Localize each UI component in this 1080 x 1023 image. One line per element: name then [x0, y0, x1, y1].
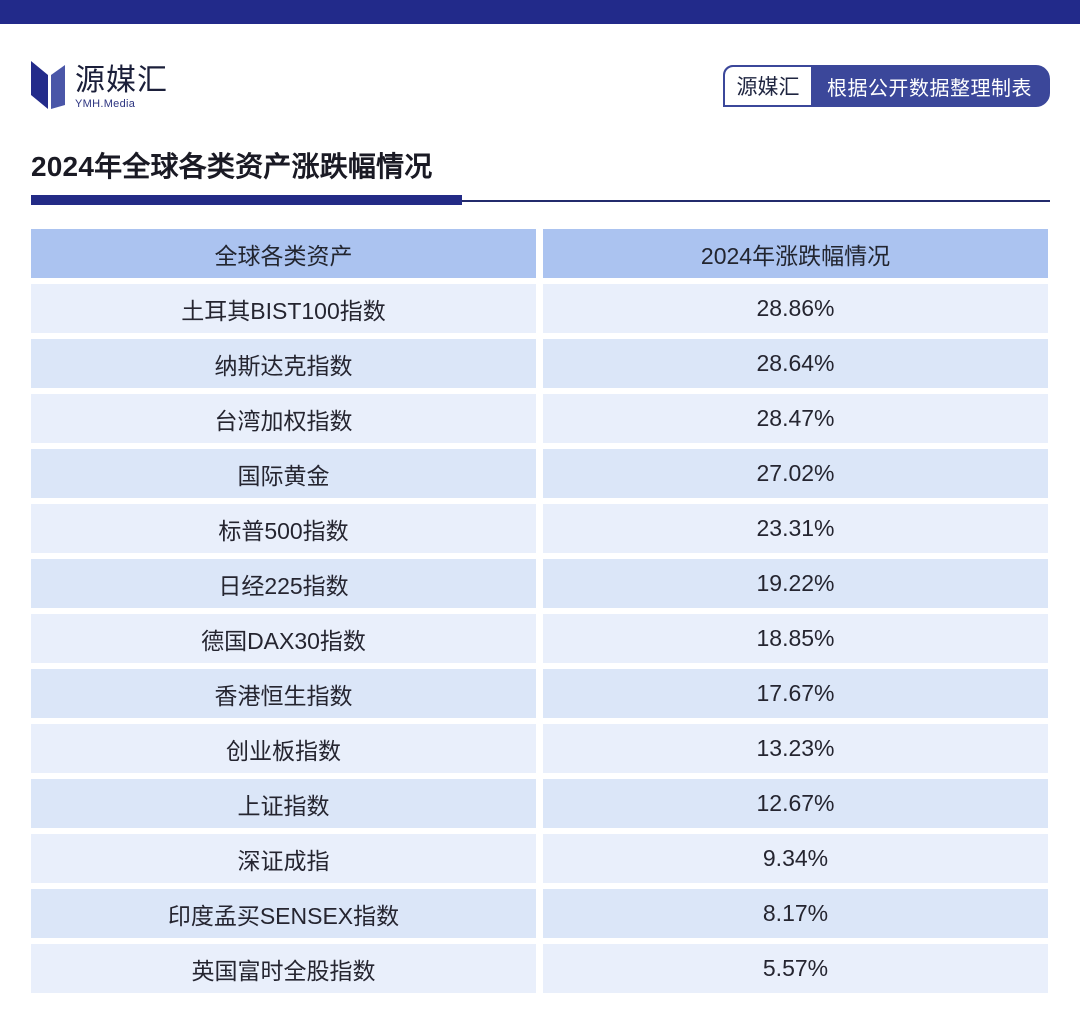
- change-cell: 8.17%: [543, 889, 1048, 938]
- table-row: 标普500指数 23.31%: [31, 504, 1049, 553]
- change-cell: 9.34%: [543, 834, 1048, 883]
- table-row: 土耳其BIST100指数 28.86%: [31, 284, 1049, 333]
- change-cell: 19.22%: [543, 559, 1048, 608]
- table-row: 台湾加权指数 28.47%: [31, 394, 1049, 443]
- change-cell: 18.85%: [543, 614, 1048, 663]
- change-cell: 5.57%: [543, 944, 1048, 993]
- change-cell: 23.31%: [543, 504, 1048, 553]
- table-row: 创业板指数 13.23%: [31, 724, 1049, 773]
- asset-cell: 纳斯达克指数: [31, 339, 536, 388]
- asset-cell: 印度孟买SENSEX指数: [31, 889, 536, 938]
- column-header-asset: 全球各类资产: [31, 229, 536, 278]
- page-title: 2024年全球各类资产涨跌幅情况: [31, 151, 433, 182]
- change-cell: 13.23%: [543, 724, 1048, 773]
- asset-cell: 香港恒生指数: [31, 669, 536, 718]
- column-header-change: 2024年涨跌幅情况: [543, 229, 1048, 278]
- source-badge-brand: 源媒汇: [725, 67, 811, 105]
- source-badge: 源媒汇 根据公开数据整理制表: [723, 65, 1050, 107]
- asset-cell: 标普500指数: [31, 504, 536, 553]
- table-row: 印度孟买SENSEX指数 8.17%: [31, 889, 1049, 938]
- logo-name-cn: 源媒汇: [75, 64, 168, 97]
- brand-logo: 源媒汇 YMH.Media: [31, 60, 168, 112]
- asset-cell: 创业板指数: [31, 724, 536, 773]
- top-banner-bar: [0, 0, 1080, 24]
- table-row: 纳斯达克指数 28.64%: [31, 339, 1049, 388]
- change-cell: 28.64%: [543, 339, 1048, 388]
- title-underline-accent: [31, 195, 462, 205]
- table-row: 深证成指 9.34%: [31, 834, 1049, 883]
- change-cell: 28.47%: [543, 394, 1048, 443]
- table-row: 香港恒生指数 17.67%: [31, 669, 1049, 718]
- change-cell: 27.02%: [543, 449, 1048, 498]
- asset-cell: 土耳其BIST100指数: [31, 284, 536, 333]
- asset-cell: 国际黄金: [31, 449, 536, 498]
- asset-cell: 德国DAX30指数: [31, 614, 536, 663]
- title-underline: [462, 200, 1050, 202]
- logo-name-en: YMH.Media: [75, 98, 136, 110]
- asset-cell: 深证成指: [31, 834, 536, 883]
- asset-change-table: 全球各类资产 2024年涨跌幅情况 土耳其BIST100指数 28.86% 纳斯…: [31, 229, 1049, 999]
- asset-cell: 日经225指数: [31, 559, 536, 608]
- change-cell: 12.67%: [543, 779, 1048, 828]
- asset-cell: 英国富时全股指数: [31, 944, 536, 993]
- table-row: 日经225指数 19.22%: [31, 559, 1049, 608]
- table-row: 国际黄金 27.02%: [31, 449, 1049, 498]
- table-row: 上证指数 12.67%: [31, 779, 1049, 828]
- change-cell: 17.67%: [543, 669, 1048, 718]
- table-header-row: 全球各类资产 2024年涨跌幅情况: [31, 229, 1049, 278]
- asset-cell: 台湾加权指数: [31, 394, 536, 443]
- asset-cell: 上证指数: [31, 779, 536, 828]
- change-cell: 28.86%: [543, 284, 1048, 333]
- table-row: 英国富时全股指数 5.57%: [31, 944, 1049, 993]
- ymh-media-logo-icon: [31, 61, 65, 109]
- table-row: 德国DAX30指数 18.85%: [31, 614, 1049, 663]
- source-badge-description: 根据公开数据整理制表: [827, 77, 1032, 100]
